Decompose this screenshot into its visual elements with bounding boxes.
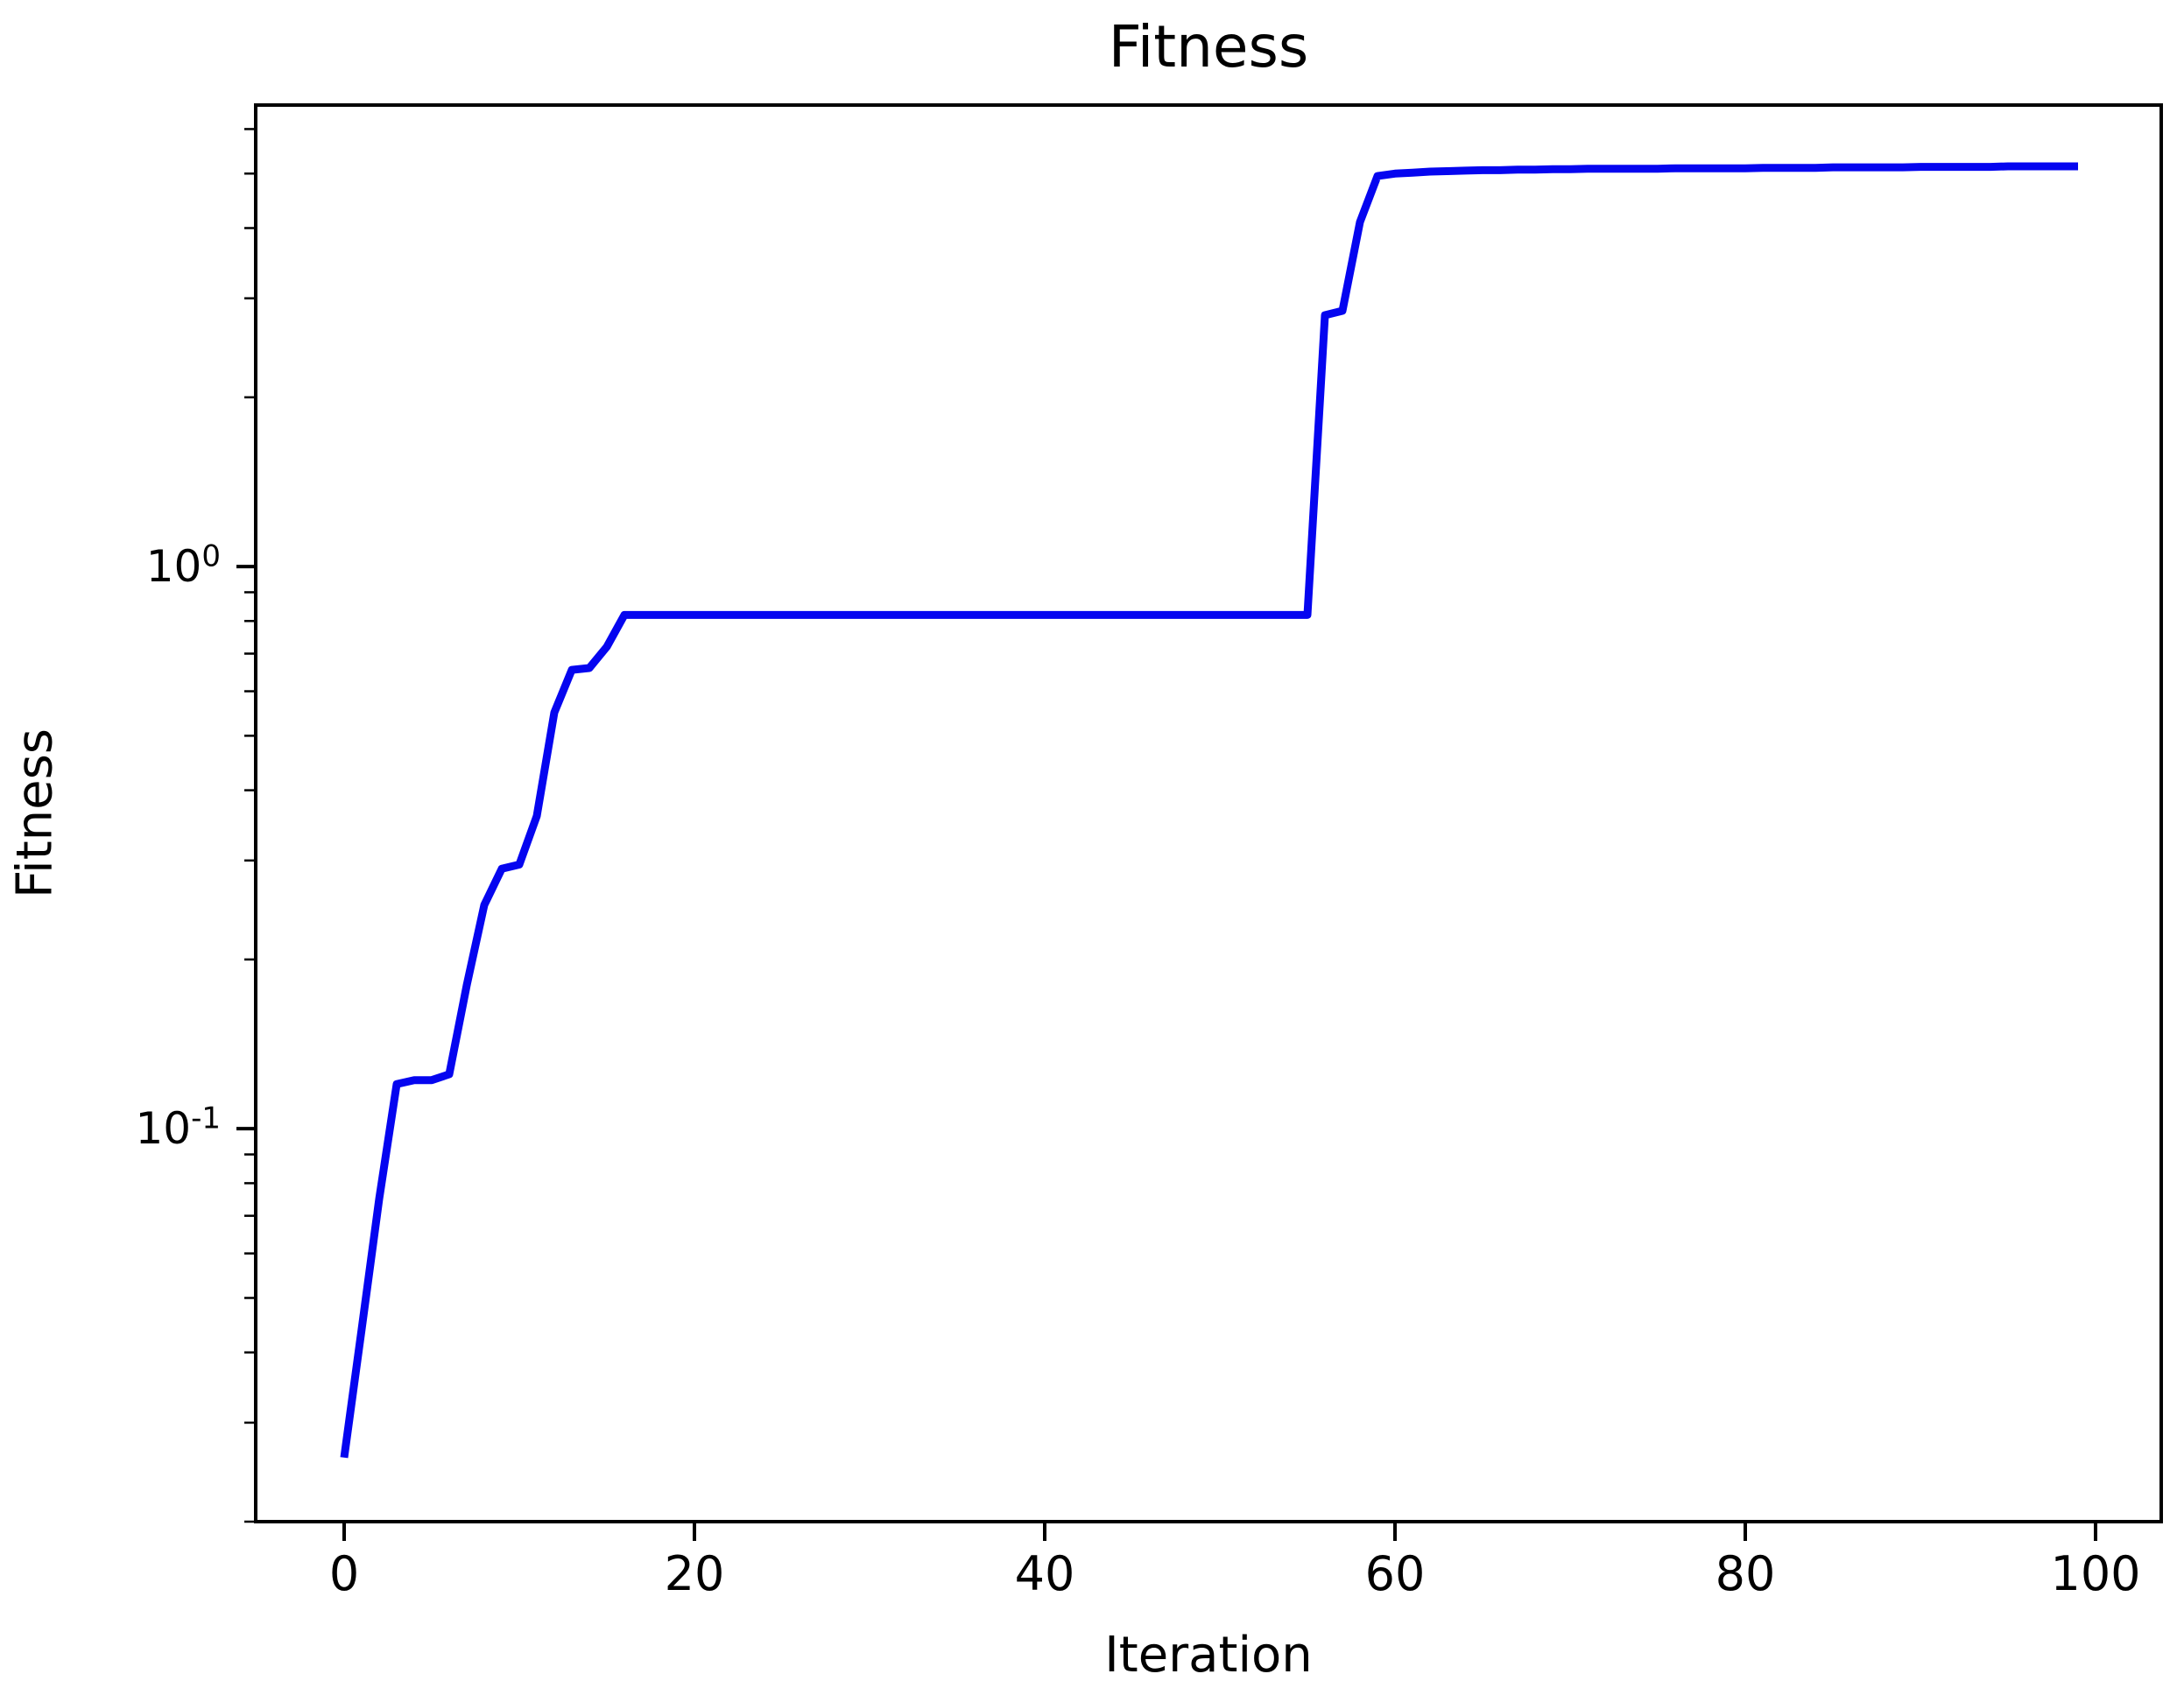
x-tick-label: 80 xyxy=(1715,1546,1776,1601)
plot-frame xyxy=(254,103,2163,1523)
y-tick-label: 100 xyxy=(145,538,221,593)
x-axis-label: Iteration xyxy=(1104,1627,1313,1684)
y-tick-label: 10-1 xyxy=(135,1101,221,1155)
y-axis-label: Fitness xyxy=(6,728,64,898)
fitness-line xyxy=(340,162,2078,1459)
x-tick-label: 0 xyxy=(328,1546,360,1601)
x-tick-label: 40 xyxy=(1014,1546,1075,1601)
chart-title: Fitness xyxy=(1108,13,1309,81)
x-tick-label: 100 xyxy=(2050,1546,2141,1601)
x-tick-label: 20 xyxy=(664,1546,725,1601)
x-tick-label: 60 xyxy=(1364,1546,1426,1601)
